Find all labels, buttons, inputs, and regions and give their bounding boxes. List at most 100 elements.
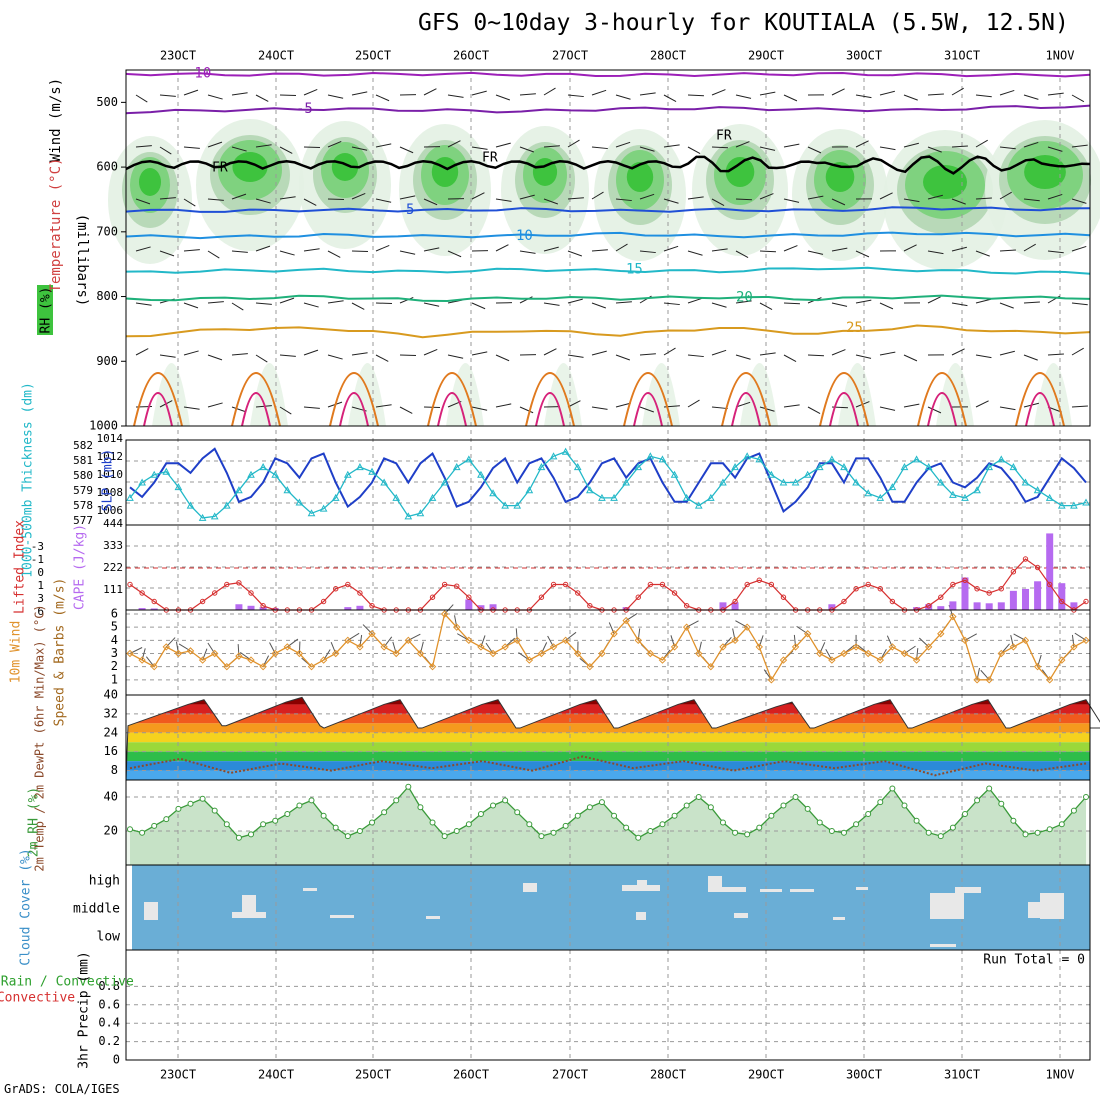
isotherm-30	[329, 372, 379, 427]
rh-plume	[348, 363, 386, 426]
temp-band	[126, 704, 1090, 714]
li-marker	[199, 598, 206, 605]
rh-tick: 40	[104, 790, 118, 804]
isotherm-label: -5	[296, 101, 313, 117]
rh-shade-max	[331, 153, 359, 181]
wind-barb	[639, 250, 656, 254]
cloud-patch	[856, 887, 868, 890]
rh-marker	[623, 824, 630, 831]
temp-band	[126, 761, 1090, 771]
rh-marker	[465, 821, 472, 828]
rh-marker	[877, 799, 884, 806]
wind-barb	[999, 406, 1016, 411]
rh-marker	[598, 799, 605, 806]
wind-barb	[231, 146, 247, 152]
isotherm-30	[231, 372, 281, 427]
wind-barb	[543, 302, 560, 306]
wind-marker	[344, 636, 352, 645]
wind-barb	[375, 94, 390, 102]
rh-marker	[574, 812, 581, 819]
temp-band	[126, 751, 1090, 762]
li-marker	[671, 590, 678, 596]
wind-barb	[807, 250, 824, 255]
isotherm-line	[125, 206, 1091, 213]
wind-barb	[207, 402, 223, 408]
wind-marker	[622, 616, 630, 625]
date-label-bottom: 24OCT	[258, 1068, 294, 1082]
wind-barb	[447, 354, 464, 359]
rh-marker	[611, 812, 618, 819]
wind-barb	[279, 250, 295, 256]
rh-tick: 20	[104, 824, 118, 838]
wind-marker	[840, 649, 848, 658]
wind-marker	[997, 649, 1005, 658]
wind-barb	[303, 88, 318, 96]
wind-barb	[687, 297, 703, 304]
wind-barb	[663, 302, 680, 306]
thickness-marker	[1057, 501, 1066, 509]
cloud-level-label: low	[97, 930, 121, 945]
li-tick: 3	[37, 592, 44, 605]
wind-marker	[477, 643, 485, 651]
cape-bar	[973, 602, 981, 610]
wind-marker	[574, 649, 582, 658]
wind-barb	[831, 88, 845, 96]
wind-barb	[543, 348, 557, 356]
rh-plume	[544, 363, 582, 426]
cloud-patch	[720, 887, 746, 892]
wind-barb	[519, 296, 533, 304]
rh-marker	[550, 829, 557, 836]
thickness-marker	[537, 463, 546, 471]
li-marker	[151, 598, 157, 605]
cloud-level-label: high	[89, 874, 120, 889]
li-marker	[889, 598, 896, 605]
rh-shade-max	[626, 162, 654, 192]
li-marker	[1046, 581, 1053, 588]
rh-area	[130, 786, 1086, 865]
isotherm-30	[721, 372, 771, 427]
wind-barb	[447, 140, 461, 148]
cloud-patch	[637, 880, 647, 885]
thickness-marker	[174, 483, 183, 491]
wind-marker	[973, 676, 981, 684]
wind-barb	[711, 349, 727, 356]
li-marker	[454, 583, 460, 589]
temp-side-label: Temperature (°C)	[48, 158, 64, 293]
slp-tick: 1012	[97, 450, 124, 463]
isotherm-line	[125, 266, 1091, 275]
thickness-marker	[210, 512, 219, 520]
wind-barb	[543, 246, 559, 252]
li-marker	[320, 598, 327, 605]
wind-barb	[1071, 347, 1084, 356]
rh-marker	[961, 811, 968, 817]
wind-barb	[519, 194, 535, 200]
wind-barb	[135, 198, 151, 205]
wind-barb	[207, 198, 224, 201]
wind-marker	[743, 623, 751, 631]
wind-barb	[903, 142, 919, 148]
li-marker	[562, 581, 569, 588]
thickness-marker	[380, 478, 388, 486]
rh-marker	[308, 797, 315, 804]
li-marker	[429, 594, 436, 600]
wind-barb	[423, 348, 438, 356]
wind-barb	[1071, 302, 1088, 306]
wind-marker	[779, 656, 788, 664]
temp-line	[125, 696, 1100, 781]
wind-tick: 1	[111, 672, 118, 686]
wind-barb	[159, 354, 176, 358]
wind-marker	[211, 649, 219, 658]
thickness-marker	[1045, 493, 1054, 501]
isotherm-30	[917, 372, 967, 427]
cloud-ylabel: Cloud Cover (%)	[19, 848, 34, 965]
wind-barb	[159, 94, 176, 97]
wind-barb	[471, 406, 488, 411]
thickness-marker	[694, 501, 703, 509]
wind-barb	[903, 354, 918, 362]
temp-tick: 16	[104, 744, 118, 758]
wind-barb	[255, 198, 271, 204]
li-marker	[780, 594, 787, 600]
wind-barb	[359, 634, 363, 647]
thickness-marker	[973, 486, 981, 494]
isotherm-line	[125, 294, 1091, 303]
